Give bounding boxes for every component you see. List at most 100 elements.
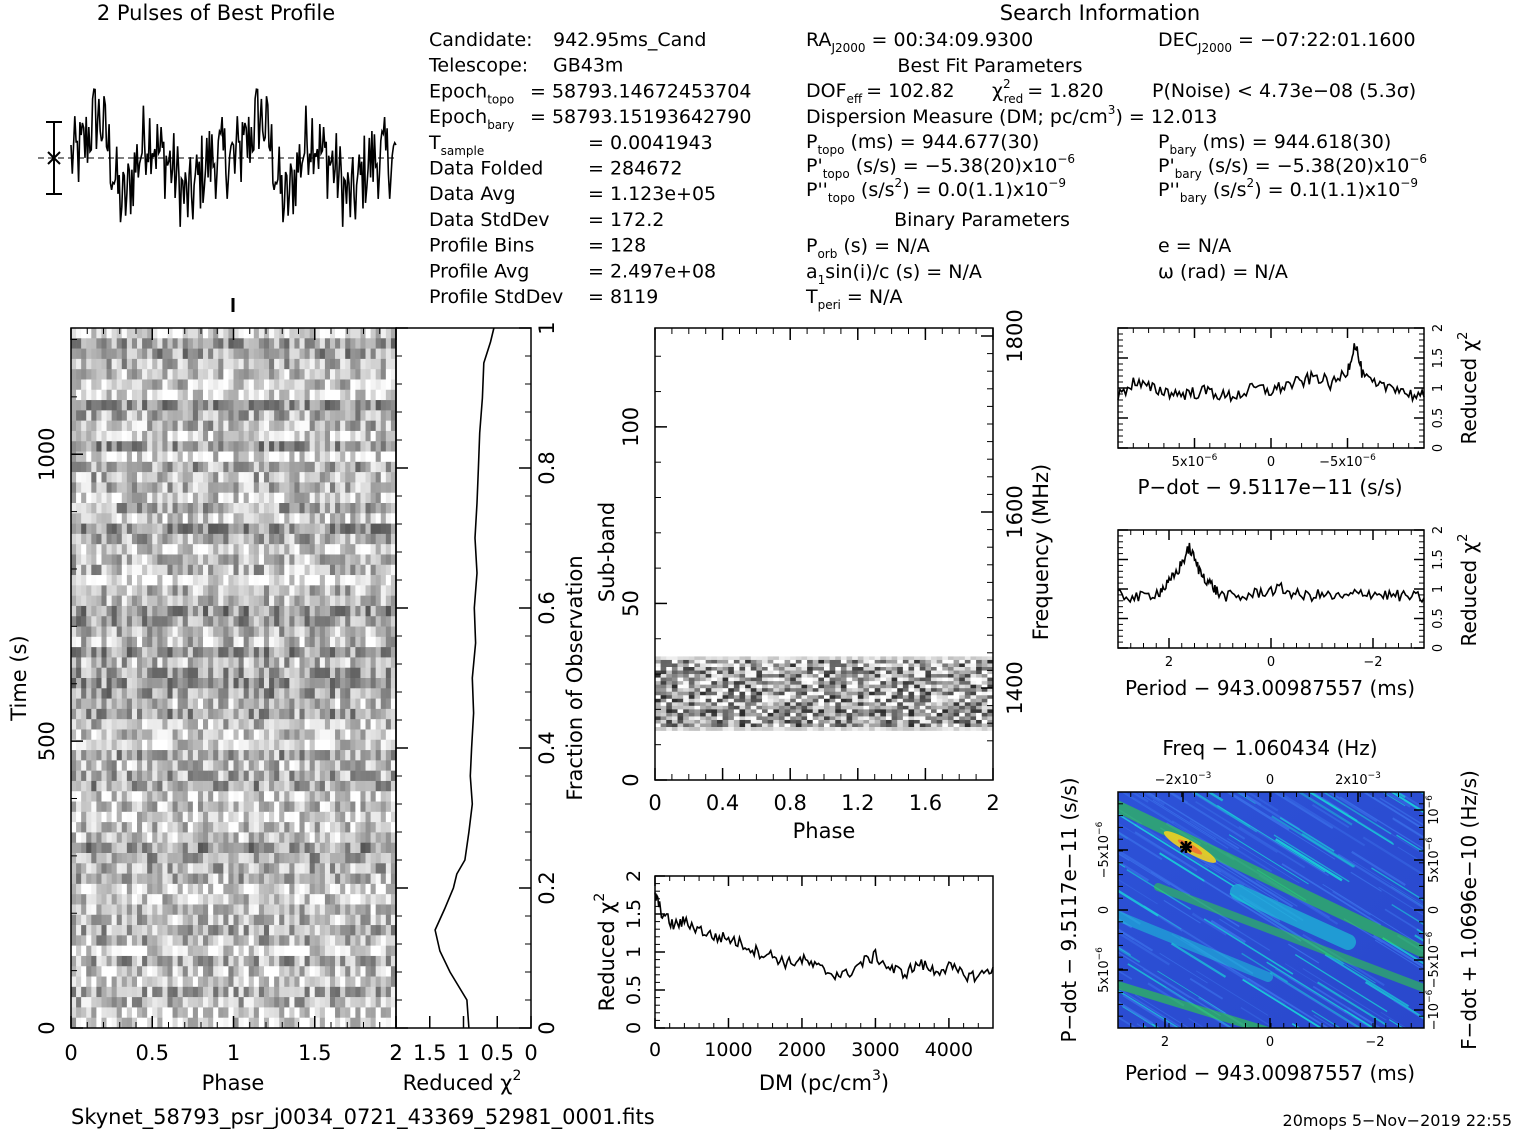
heatmap-cell bbox=[375, 832, 382, 843]
tick-label: 1.5 bbox=[298, 1041, 331, 1065]
heatmap-cell bbox=[197, 595, 204, 607]
heatmap-cell bbox=[71, 842, 77, 854]
heatmap-cell bbox=[370, 863, 376, 874]
heatmap-cell bbox=[289, 461, 295, 473]
heatmap-cell bbox=[279, 832, 285, 843]
heatmap-cell bbox=[324, 595, 331, 607]
heatmap-cell bbox=[157, 945, 163, 957]
heatmap-cell bbox=[375, 976, 382, 988]
heatmap-cell bbox=[304, 564, 310, 576]
heatmap-cell bbox=[335, 595, 341, 607]
heatmap-cell bbox=[91, 708, 97, 720]
heatmap-cell bbox=[111, 904, 118, 916]
heatmap-cell bbox=[258, 729, 265, 741]
heatmap-cell bbox=[81, 379, 87, 391]
heatmap-cell bbox=[233, 842, 239, 854]
heatmap-cell bbox=[137, 564, 143, 576]
heatmap-cell bbox=[111, 739, 118, 751]
heatmap-cell bbox=[790, 674, 797, 678]
heatmap-cell bbox=[304, 719, 310, 730]
heatmap-cell bbox=[228, 523, 234, 535]
heatmap-cell bbox=[857, 656, 864, 661]
tick-label: 2 bbox=[389, 1041, 402, 1065]
heatmap-cell bbox=[71, 708, 77, 720]
heatmap-cell bbox=[390, 678, 397, 689]
heatmap-cell bbox=[380, 976, 387, 988]
heatmap-cell bbox=[182, 389, 189, 401]
heatmap-cell bbox=[683, 674, 690, 678]
heatmap-cell bbox=[86, 348, 92, 360]
heatmap-cell bbox=[284, 780, 290, 792]
heatmap-cell bbox=[96, 791, 102, 802]
heatmap-cell bbox=[203, 986, 209, 998]
heatmap-cell bbox=[360, 616, 366, 627]
heatmap-cell bbox=[294, 564, 300, 576]
heatmap-cell bbox=[314, 348, 321, 360]
heatmap-cell bbox=[840, 659, 847, 664]
heatmap-cell bbox=[309, 605, 316, 617]
heatmap-cell bbox=[857, 667, 864, 671]
heatmap-cell bbox=[147, 698, 153, 710]
heatmap-cell bbox=[116, 729, 123, 741]
heatmap-cell bbox=[294, 513, 300, 524]
heatmap-cell bbox=[375, 770, 382, 782]
heatmap-cell bbox=[942, 677, 949, 682]
heatmap-cell bbox=[228, 719, 234, 730]
heatmap-cell bbox=[269, 328, 275, 339]
heatmap-cell bbox=[694, 681, 701, 685]
heatmap-cell bbox=[233, 688, 239, 699]
heatmap-cell bbox=[380, 688, 387, 699]
heatmap-cell bbox=[142, 585, 148, 596]
heatmap-cell bbox=[208, 472, 214, 483]
heatmap-cell bbox=[76, 750, 82, 761]
heatmap-cell bbox=[253, 338, 260, 349]
heatmap-cell bbox=[801, 674, 808, 678]
heatmap-cell bbox=[111, 925, 118, 936]
heatmap-cell bbox=[304, 369, 310, 380]
heatmap-cell bbox=[846, 656, 853, 661]
heatmap-cell bbox=[284, 657, 290, 668]
heatmap-cell bbox=[314, 657, 321, 668]
heatmap-cell bbox=[121, 955, 128, 967]
heatmap-cell bbox=[167, 739, 173, 751]
heatmap-cell bbox=[116, 904, 123, 916]
heatmap-cell bbox=[309, 1007, 316, 1018]
heatmap-cell bbox=[71, 616, 77, 627]
heatmap-cell bbox=[111, 894, 118, 905]
heatmap-cell bbox=[121, 760, 128, 771]
heatmap-cell bbox=[177, 523, 184, 535]
heatmap-cell bbox=[263, 626, 270, 638]
heatmap-cell bbox=[812, 663, 819, 668]
heatmap-cell bbox=[289, 770, 295, 782]
heatmap-cell bbox=[335, 976, 341, 988]
heatmap-cell bbox=[309, 348, 316, 360]
heatmap-cell bbox=[314, 389, 321, 401]
heatmap-cell bbox=[187, 400, 194, 411]
time-phase-heatmap bbox=[71, 328, 397, 1029]
heatmap-cell bbox=[390, 780, 397, 792]
heatmap-cell bbox=[863, 670, 870, 675]
heatmap-cell bbox=[187, 966, 194, 977]
heatmap-cell bbox=[248, 997, 255, 1008]
heatmap-cell bbox=[147, 997, 153, 1008]
heatmap-cell bbox=[147, 420, 153, 432]
heatmap-cell bbox=[324, 379, 331, 391]
heatmap-cell bbox=[309, 698, 316, 710]
heatmap-cell bbox=[329, 451, 336, 463]
heatmap-cell bbox=[81, 564, 87, 576]
heatmap-cell bbox=[284, 914, 290, 926]
heatmap-cell bbox=[147, 564, 153, 576]
heatmap-cell bbox=[350, 739, 356, 751]
heatmap-cell bbox=[116, 698, 123, 710]
heatmap-cell bbox=[335, 770, 341, 782]
heatmap-cell bbox=[931, 663, 937, 668]
heatmap-cell bbox=[340, 1017, 346, 1029]
heatmap-cell bbox=[385, 492, 392, 504]
heatmap-cell bbox=[248, 400, 255, 411]
heatmap-cell bbox=[390, 770, 397, 782]
heatmap-cell bbox=[390, 616, 397, 627]
heatmap-cell bbox=[162, 719, 168, 730]
heatmap-cell bbox=[167, 832, 173, 843]
heatmap-cell bbox=[269, 760, 275, 771]
heatmap-cell bbox=[309, 822, 316, 833]
